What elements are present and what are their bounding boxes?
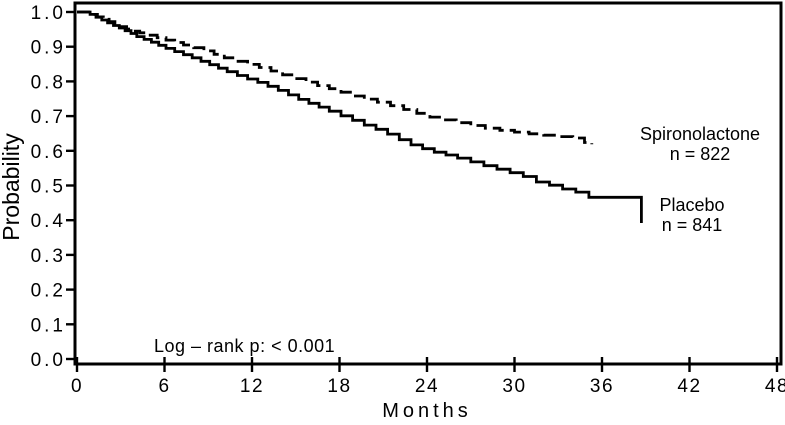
legend-placebo-n: n = 841 (662, 215, 723, 235)
x-tick-label: 42 (677, 376, 701, 397)
y-tick-label: 0.9 (31, 38, 66, 59)
x-tick-label: 6 (158, 376, 170, 397)
y-tick-label: 0.6 (31, 142, 66, 163)
x-tick-label: 0 (71, 376, 83, 397)
y-tick-label: 1.0 (31, 3, 66, 24)
survival-curve-spironolactone (77, 10, 594, 145)
legend-spironolactone-n: n = 822 (670, 144, 731, 164)
x-tick-label: 36 (590, 376, 614, 397)
y-tick-label: 0.5 (31, 177, 66, 198)
survival-curves (77, 10, 643, 223)
x-axis-title: Months (382, 400, 472, 422)
x-tick-label: 18 (327, 376, 351, 397)
y-tick-label: 0.7 (31, 107, 66, 128)
y-tick-label: 0.2 (31, 281, 66, 302)
plot-area-frame (73, 1, 783, 366)
log-rank-annotation: Log – rank p: < 0.001 (154, 336, 335, 356)
y-tick-label: 0.0 (31, 350, 66, 371)
y-tick-label: 0.4 (31, 211, 66, 232)
x-tick-label: 24 (415, 376, 439, 397)
x-axis-ticks: 0 6 12 18 24 30 36 42 48 (71, 357, 785, 397)
y-tick-label: 0.3 (31, 246, 66, 267)
survival-curve-placebo (77, 10, 643, 223)
y-tick-label: 0.1 (31, 315, 66, 336)
x-tick-label: 12 (240, 376, 264, 397)
y-tick-label: 0.8 (31, 72, 66, 93)
x-tick-label: 30 (502, 376, 526, 397)
x-tick-label: 48 (765, 376, 785, 397)
legend-placebo-name: Placebo (659, 195, 724, 215)
y-axis-ticks: 1.0 0.9 0.8 0.7 0.6 0.5 0.4 0.3 0.2 0.1 0.0 (31, 3, 76, 371)
y-axis-title: Probability (0, 133, 24, 241)
legend-spironolactone-name: Spironolactone (640, 124, 760, 144)
